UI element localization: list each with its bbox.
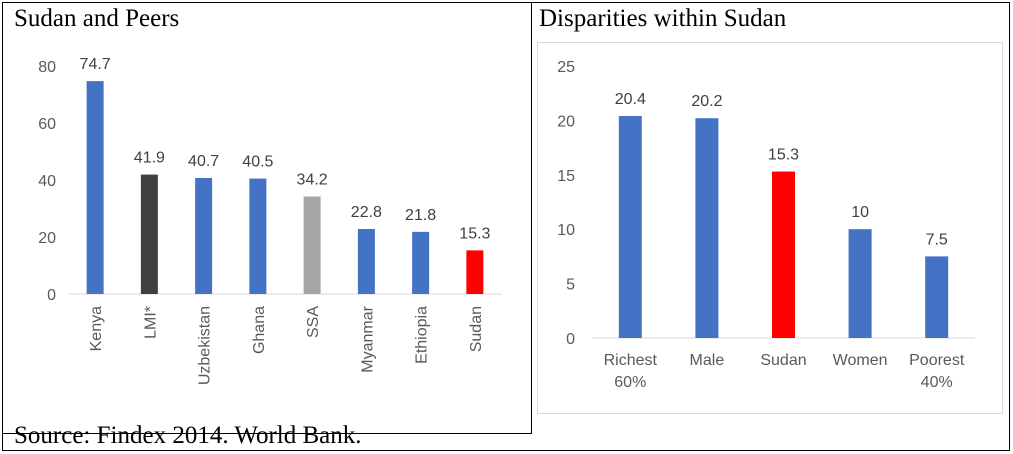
right-chart-border (537, 42, 1003, 414)
right-y-tick-label: 20 (557, 113, 575, 130)
left-bar-ethiopia (412, 231, 430, 294)
left-bar-uzbekistan (195, 178, 213, 294)
left-data-label: 40.7 (188, 153, 219, 170)
left-y-tick-label: 20 (38, 230, 56, 247)
right-x-tick-label: Sudan (760, 352, 806, 369)
left-y-tick-label: 80 (38, 59, 56, 76)
left-chart-title: Sudan and Peers (14, 5, 180, 32)
left-x-tick-label: Uzbekistan (197, 306, 214, 385)
left-y-tick-label: 0 (47, 287, 56, 304)
right-x-tick-label: 40% (921, 374, 953, 391)
right-bar-women (848, 229, 872, 338)
left-data-label: 41.9 (134, 150, 165, 167)
right-x-tick-label: Poorest (909, 352, 965, 369)
right-bar-sudan (772, 171, 795, 338)
left-data-label: 34.2 (297, 172, 328, 189)
right-x-tick-label: Male (690, 352, 725, 369)
right-data-label: 20.2 (691, 93, 722, 110)
right-y-tick-label: 15 (557, 168, 575, 185)
left-data-label: 22.8 (351, 204, 382, 221)
left-data-label: 74.7 (80, 56, 111, 73)
left-bar-kenya (86, 81, 104, 294)
right-data-label: 7.5 (926, 231, 948, 248)
right-bar-chart: 0 5 10 15 20 25 20.4 Richest 60% 20.2 Male 15.3 Suda… (557, 59, 975, 391)
left-x-tick-label: Sudan (468, 306, 485, 352)
right-bar-male (695, 118, 719, 338)
left-bar-chart: 0 20 40 60 80 74.7 Kenya 41.9 LMI* 40.7 Uzbekistan… (38, 56, 502, 385)
right-x-tick-label: Women (833, 352, 888, 369)
panel-divider (531, 3, 532, 434)
right-y-tick-label: 0 (566, 331, 575, 348)
left-x-tick-label: SSA (305, 306, 322, 338)
right-bar-richest60 (618, 116, 642, 338)
right-x-tick-label: 60% (614, 374, 646, 391)
left-y-tick-label: 40 (38, 173, 56, 190)
left-y-tick-label: 60 (38, 116, 56, 133)
left-bar-myanmar (357, 229, 375, 294)
left-bar-lmi (140, 174, 158, 294)
right-data-label: 20.4 (615, 91, 646, 108)
left-data-label: 40.5 (242, 154, 273, 171)
left-x-tick-label: Kenya (88, 306, 105, 351)
right-chart-title: Disparities within Sudan (539, 5, 787, 32)
left-bar-sudan (466, 250, 484, 294)
left-bar-ssa (303, 196, 321, 294)
right-data-label: 15.3 (768, 147, 799, 164)
right-y-tick-label: 10 (557, 222, 575, 239)
right-y-tick-label: 25 (557, 59, 575, 76)
left-x-tick-label: LMI* (142, 306, 159, 339)
right-bar-poorest40 (925, 256, 949, 338)
right-x-tick-label: Richest (604, 352, 658, 369)
right-data-label: 10 (851, 204, 869, 221)
left-x-tick-label: Ethiopia (414, 306, 431, 364)
source-divider (3, 433, 531, 434)
left-bar-ghana (249, 178, 267, 294)
left-x-tick-label: Myanmar (359, 305, 376, 372)
left-x-tick-label: Ghana (251, 306, 268, 354)
source-note: Source: Findex 2014. World Bank. (14, 422, 362, 449)
right-y-tick-label: 5 (566, 277, 575, 294)
left-data-label: 21.8 (405, 207, 436, 224)
left-data-label: 15.3 (459, 225, 490, 242)
